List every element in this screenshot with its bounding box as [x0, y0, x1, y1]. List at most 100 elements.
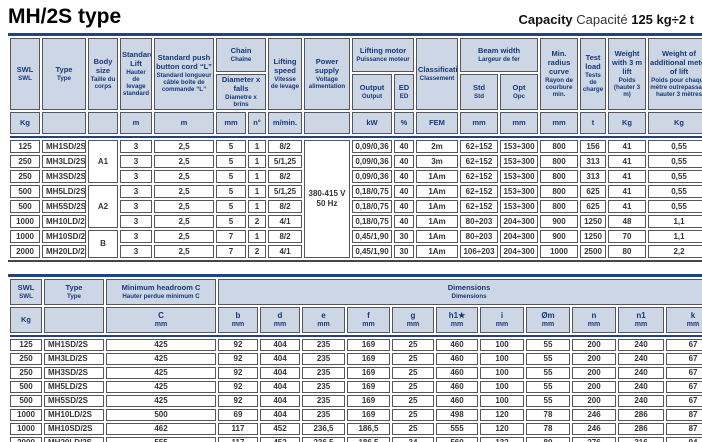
page-title: MH/2S type — [8, 5, 122, 28]
table-row: 125 MH1SD/2S 425 92 404 235 169 25 460 100 55 200 24… — [10, 338, 702, 351]
header-separator-2 — [10, 334, 702, 337]
dimension-cell: 67 — [666, 338, 702, 351]
dimension-cell: 55 — [526, 366, 570, 379]
swl-cell: 125 — [10, 139, 40, 153]
dimension-cell: 100 — [480, 394, 524, 407]
spec-cell: 156 — [580, 139, 606, 153]
dimension-cell: 498 — [436, 408, 478, 421]
dimension-cell: 404 — [260, 338, 300, 351]
dimension-cell: 500 — [106, 408, 216, 421]
spec-cell: 2,2 — [648, 244, 702, 258]
unit-cell: m/min. — [268, 111, 302, 134]
unit-cell: k mm — [666, 306, 702, 333]
body-size-cell: A2 — [88, 184, 118, 228]
col-header-power-supply: Power supply Voltage alimentation — [304, 38, 350, 110]
spec-cell: 0,55 — [648, 199, 702, 213]
spec-cell: 0,09/0,36 — [352, 154, 392, 168]
dimension-cell: 460 — [436, 352, 478, 365]
dimension-cell: 92 — [218, 394, 258, 407]
spec-cell: 153÷300 — [500, 184, 538, 198]
unit-cell: n mm — [572, 306, 616, 333]
spec-cell: 40 — [394, 169, 414, 183]
spec-cell: 2,5 — [154, 229, 214, 243]
spec-cell: 2,5 — [154, 244, 214, 258]
unit-cell: % — [394, 111, 414, 134]
spec-cell: 30 — [394, 229, 414, 243]
dimension-cell: 25 — [392, 380, 434, 393]
spec-cell: 40 — [394, 184, 414, 198]
spec-cell: 153÷300 — [500, 169, 538, 183]
spec-cell: 41 — [608, 199, 646, 213]
table-row: 1000MH10SD/2SB32,5718/20,45/1,90301Am80÷… — [10, 229, 702, 258]
dimension-cell: 100 — [480, 380, 524, 393]
dimension-cell: 404 — [260, 394, 300, 407]
spec-cell: 70 — [608, 229, 646, 243]
dimension-cell: 462 — [106, 422, 216, 435]
spec-cell: 62÷152 — [460, 139, 498, 153]
spec-cell: 800 — [540, 169, 578, 183]
col-subheader-beam-std: Std Std — [460, 74, 498, 110]
swl-cell: 2000 — [10, 244, 40, 258]
dimension-cell: 186,5 — [347, 422, 390, 435]
unit-cell: kW — [352, 111, 392, 134]
unit-cell: f mm — [347, 306, 390, 333]
dimension-cell: 200 — [572, 394, 616, 407]
dimension-cell: 460 — [436, 380, 478, 393]
spec-cell: 1Am — [416, 214, 458, 228]
dimension-cell: 55 — [526, 394, 570, 407]
spec-cell: 5 — [216, 169, 246, 183]
dimension-cell: 169 — [347, 352, 390, 365]
spec-cell: 3 — [120, 154, 152, 168]
dimension-cell: 100 — [480, 366, 524, 379]
spec-cell: 62÷152 — [460, 199, 498, 213]
dimension-cell: 55 — [526, 338, 570, 351]
col-header-min-radius: Min. radius curve Rayon de courbure min. — [540, 38, 578, 110]
dimension-cell: 200 — [572, 338, 616, 351]
unit-cell: mm — [460, 111, 498, 134]
swl-cell: 250 — [10, 154, 40, 168]
swl-cell: 250 — [10, 169, 40, 183]
dimension-cell: 240 — [618, 352, 664, 365]
dimension-cell: 236,5 — [302, 422, 345, 435]
dimension-cell: 235 — [302, 338, 345, 351]
spec-cell: 0,18/0,75 — [352, 199, 392, 213]
dimension-cell: 200 — [572, 380, 616, 393]
dimension-cell: 240 — [618, 394, 664, 407]
spec-cell: 5 — [216, 184, 246, 198]
dimension-cell: 80 — [526, 436, 570, 442]
unit-cell — [44, 306, 104, 333]
spec-cell: 48 — [608, 214, 646, 228]
spec-cell: 1250 — [580, 214, 606, 228]
spec-cell: 2500 — [580, 244, 606, 258]
spec-cell: 7 — [216, 229, 246, 243]
table-row: 500 MH5LD/2S 425 92 404 235 169 25 460 100 55 200 24… — [10, 380, 702, 393]
table-row: 500 MH5LD/2S A2 3 2,5 5 1 5/1,25 0,18/0,75 40 1Am 6… — [10, 184, 702, 228]
spec-cell: 3 — [120, 244, 152, 258]
unit-cell: g mm — [392, 306, 434, 333]
type-cell: MH10LD/2S — [42, 214, 86, 228]
spec-cell: 3m — [416, 154, 458, 168]
dimension-cell: 250 — [10, 352, 42, 365]
spec-cell: 106÷203 — [460, 244, 498, 258]
col-header-type-2: Type Type — [44, 278, 104, 305]
spec-cell: 1 — [248, 169, 266, 183]
spec-cell: 62÷152 — [460, 169, 498, 183]
unit-cell: n1 mm — [618, 306, 664, 333]
spec-cell: 1 — [248, 229, 266, 243]
dimension-cell: 78 — [526, 422, 570, 435]
type-cell: MH20LD/2S — [44, 436, 104, 442]
col-subheader-beam-opt: Opt Opc — [500, 74, 538, 110]
swl-cell: 1000 — [10, 214, 40, 228]
spec-cell: 1250 — [580, 229, 606, 243]
swl-cell: 500 — [10, 199, 40, 213]
type-cell: MH20LD/2S — [42, 244, 86, 258]
dimension-cell: 250 — [10, 366, 42, 379]
capacity-label: Capacity Capacité 125 kg÷2 t — [518, 12, 694, 29]
dimension-cell: 425 — [106, 394, 216, 407]
dimension-cell: 55 — [526, 380, 570, 393]
unit-cell: FEM — [416, 111, 458, 134]
unit-cell: Kg — [10, 111, 40, 134]
col-header-push-button-cord: Standard push button cord “L” Standard lo… — [154, 38, 214, 110]
table-row: 2000 MH20LD/2S 3 2,5 7 2 4/1 0,45/1,90 30 1Am 106÷… — [10, 244, 702, 258]
dimension-cell: 240 — [618, 366, 664, 379]
